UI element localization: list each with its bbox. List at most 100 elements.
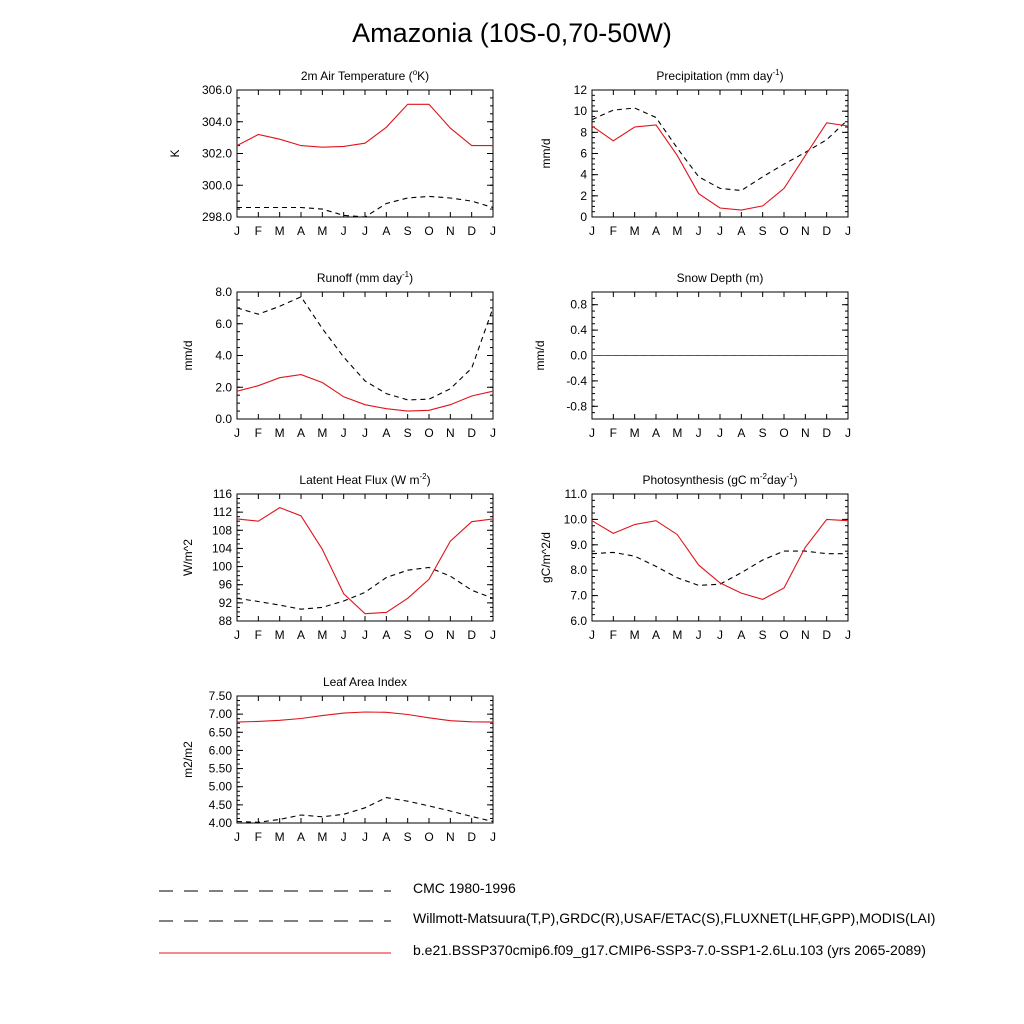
x-tick-label: J: [234, 224, 240, 238]
plot-title: Snow Depth (m): [677, 271, 764, 285]
y-tick-label: 108: [212, 523, 232, 537]
plot-air-temperature: J F M A M J J A S O N D J298.0300.0302.0304.0306.0K2…: [168, 68, 496, 238]
x-tick-label: A: [652, 426, 660, 440]
y-tick-label: 12: [574, 83, 588, 97]
y-tick-label: 7.0: [570, 589, 587, 603]
y-axis-label: m2/m2: [181, 741, 195, 778]
x-tick-label: F: [610, 426, 617, 440]
x-tick-label: J: [589, 426, 595, 440]
x-tick-label: M: [317, 224, 327, 238]
x-tick-label: J: [341, 224, 347, 238]
x-tick-label: F: [255, 426, 262, 440]
x-tick-label: A: [297, 224, 305, 238]
series-line-obs: [591, 107, 849, 192]
y-tick-label: 112: [213, 505, 232, 519]
y-tick-label: 10.0: [564, 512, 588, 526]
x-tick-label: S: [404, 224, 412, 238]
x-tick-label: A: [382, 628, 390, 642]
x-tick-label: S: [759, 224, 767, 238]
y-tick-label: 304.0: [202, 115, 232, 129]
x-tick-label: J: [490, 224, 496, 238]
x-tick-label: A: [737, 426, 745, 440]
y-tick-label: 88: [219, 614, 233, 628]
x-tick-label: S: [404, 426, 412, 440]
x-tick-label: N: [446, 426, 455, 440]
y-tick-label: 4.50: [209, 798, 233, 812]
x-tick-label: F: [610, 628, 617, 642]
x-tick-label: J: [845, 628, 851, 642]
plot-latent-heat-flux: J F M A M J J A S O N D J889296100104108112116W/m^2L…: [181, 472, 496, 642]
x-tick-label: J: [717, 224, 723, 238]
y-tick-label: 6.00: [209, 743, 233, 757]
x-tick-label: A: [297, 830, 305, 844]
series-line-obs: [237, 195, 494, 218]
y-tick-label: 92: [219, 596, 233, 610]
x-tick-label: J: [490, 426, 496, 440]
series-line-obs: [236, 797, 494, 823]
x-tick-label: D: [822, 628, 831, 642]
y-axis-label: K: [168, 149, 182, 157]
x-tick-label: J: [234, 628, 240, 642]
y-tick-label: 8.0: [570, 563, 587, 577]
x-tick-label: N: [801, 628, 810, 642]
y-tick-label: -0.4: [566, 374, 587, 388]
x-tick-label: O: [779, 426, 788, 440]
x-tick-label: S: [404, 830, 412, 844]
y-tick-label: 5.00: [209, 780, 233, 794]
y-tick-label: -0.8: [566, 399, 587, 413]
x-tick-label: D: [467, 426, 476, 440]
x-tick-label: A: [737, 628, 745, 642]
x-tick-label: S: [404, 628, 412, 642]
x-tick-label: J: [845, 224, 851, 238]
plot-title: Leaf Area Index: [323, 675, 407, 689]
x-tick-label: M: [630, 426, 640, 440]
x-tick-label: F: [255, 628, 262, 642]
y-tick-label: 298.0: [202, 210, 232, 224]
x-tick-label: O: [779, 628, 788, 642]
series-line-obs: [236, 296, 494, 401]
y-tick-label: 4.00: [209, 816, 233, 830]
x-tick-label: F: [610, 224, 617, 238]
series-line-model: [236, 103, 493, 148]
y-tick-label: 7.00: [209, 707, 233, 721]
page-title: Amazonia (10S-0,70-50W): [352, 18, 672, 48]
y-tick-label: 4.0: [215, 349, 232, 363]
y-tick-label: 104: [212, 541, 232, 555]
y-tick-label: 0.8: [570, 298, 587, 312]
plot-photosynthesis: J F M A M J J A S O N D J6.07.08.09.010.011.0gC/m^2/…: [539, 472, 851, 642]
x-tick-label: A: [737, 224, 745, 238]
x-tick-label: D: [467, 224, 476, 238]
y-tick-label: 4: [580, 168, 587, 182]
y-tick-label: 2.0: [215, 380, 232, 394]
x-tick-label: A: [652, 628, 660, 642]
x-tick-label: A: [382, 830, 390, 844]
legend-label: Willmott-Matsuura(T,P),GRDC(R),USAF/ETAC…: [413, 910, 936, 926]
x-tick-label: S: [759, 426, 767, 440]
plot-frame: [236, 493, 494, 622]
plot-frame: [236, 695, 494, 824]
y-tick-label: 11.0: [565, 487, 588, 501]
x-tick-label: N: [801, 426, 810, 440]
y-tick-label: 0.0: [215, 412, 232, 426]
x-tick-label: N: [446, 830, 455, 844]
plot-title: 2m Air Temperature (oK): [301, 68, 429, 83]
x-tick-label: J: [490, 628, 496, 642]
y-tick-label: 300.0: [202, 178, 232, 192]
x-tick-label: D: [822, 426, 831, 440]
y-tick-label: 0: [580, 210, 587, 224]
x-tick-label: A: [382, 224, 390, 238]
y-tick-label: 8.0: [215, 285, 232, 299]
x-tick-label: M: [317, 426, 327, 440]
y-axis-label: gC/m^2/d: [539, 532, 553, 583]
x-tick-label: O: [424, 224, 433, 238]
x-tick-label: J: [696, 224, 702, 238]
legend-dashed-line: [159, 890, 391, 892]
x-tick-label: M: [275, 628, 285, 642]
x-tick-label: D: [467, 628, 476, 642]
series-line-obs: [236, 566, 494, 610]
series-line-model: [236, 711, 494, 723]
y-tick-label: 9.0: [570, 538, 587, 552]
y-tick-label: 306.0: [202, 83, 232, 97]
x-tick-label: J: [589, 628, 595, 642]
x-tick-label: J: [362, 224, 368, 238]
